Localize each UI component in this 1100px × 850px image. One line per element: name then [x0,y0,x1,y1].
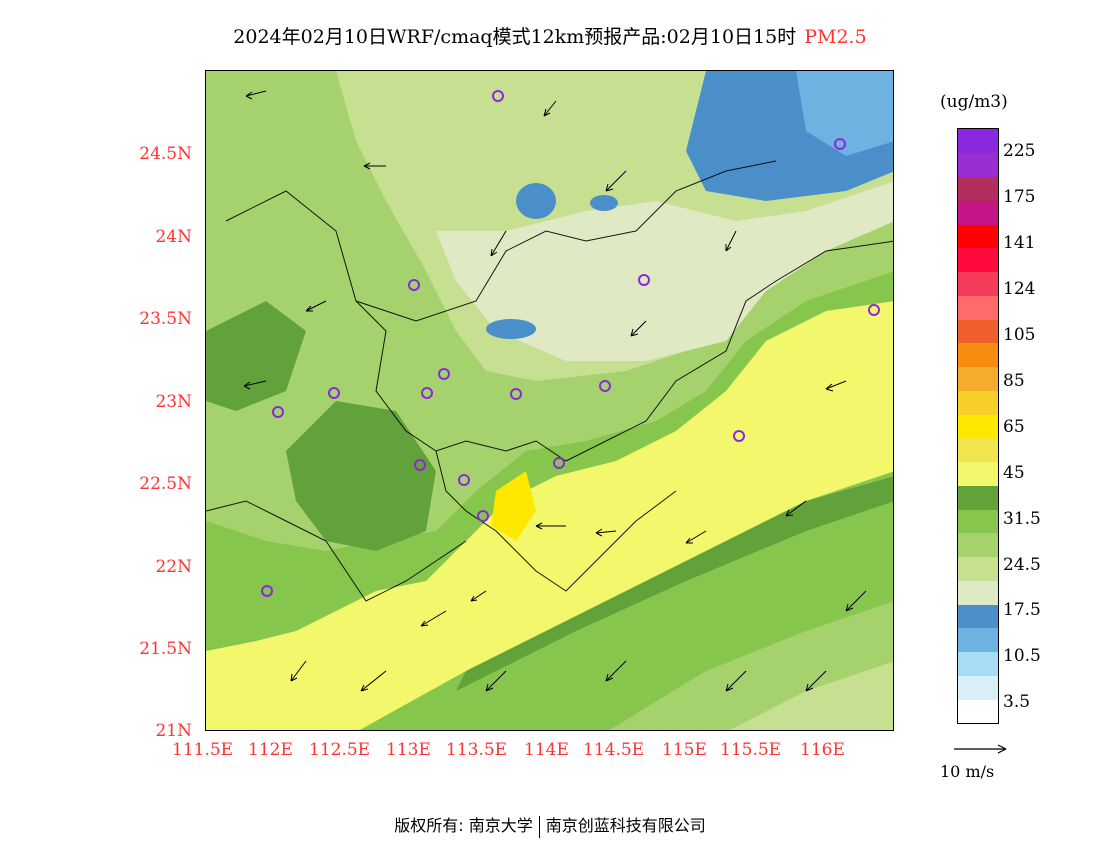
legend-label: 141 [1003,233,1036,253]
wind-scale-label: 10 m/s [940,762,995,781]
legend-label: 65 [1003,417,1025,437]
y-tick-label: 24N [155,227,192,247]
legend-label: 175 [1003,187,1036,207]
legend-color-swatch [958,699,998,724]
title-main: 2024年02月10日WRF/cmaq模式12km预报产品:02月10日15时 [233,26,797,48]
legend-color-swatch [958,675,998,700]
footer-right: 南京创蓝科技有限公司 [545,816,706,835]
legend-label: 17.5 [1003,600,1041,620]
legend-label: 31.5 [1003,509,1041,529]
title-pollutant: PM2.5 [804,26,867,48]
legend-color-swatch [958,366,998,391]
legend-label: 3.5 [1003,692,1031,712]
chart-title: 2024年02月10日WRF/cmaq模式12km预报产品:02月10日15时 P… [0,22,1100,49]
y-tick-label: 22.5N [139,474,192,494]
y-tick-label: 23N [155,392,192,412]
y-tick-label: 23.5N [139,309,192,329]
x-tick-label: 115.5E [720,740,782,760]
legend-color-swatch [958,485,998,510]
x-tick-label: 111.5E [172,740,234,760]
legend-color-swatch [958,342,998,368]
legend-color-swatch [958,247,998,273]
legend-label: 24.5 [1003,555,1041,575]
legend-color-swatch [958,556,998,581]
x-tick-label: 114E [524,740,569,760]
legend-color-swatch [958,319,998,344]
legend-label: 225 [1003,141,1036,161]
legend-label: 45 [1003,463,1025,483]
legend-color-swatch [958,437,998,463]
legend-label: 10.5 [1003,646,1041,666]
legend-color-swatch [958,224,998,249]
x-tick-label: 114.5E [583,740,645,760]
copyright-footer: 版权所有: 南京大学 南京创蓝科技有限公司 [0,812,1100,838]
color-legend [957,128,999,724]
legend-color-swatch [958,200,998,225]
x-tick-label: 112E [248,740,293,760]
y-tick-label: 24.5N [139,144,192,164]
x-tick-label: 115E [662,740,707,760]
legend-color-swatch [958,627,998,653]
legend-color-swatch [958,580,998,605]
forecast-map[interactable] [205,70,894,731]
x-tick-label: 112.5E [309,740,371,760]
footer-divider [538,815,540,838]
legend-color-swatch [958,461,998,486]
legend-label: 85 [1003,371,1025,391]
x-tick-label: 113.5E [446,740,508,760]
x-tick-label: 113E [386,740,431,760]
legend-color-swatch [958,129,998,154]
map-canvas [206,71,893,730]
legend-color-swatch [958,509,998,534]
x-tick-label: 116E [800,740,845,760]
y-tick-label: 21.5N [139,639,192,659]
legend-color-swatch [958,152,998,177]
legend-color-swatch [958,532,998,558]
wind-scale-arrow-icon [954,744,1007,754]
y-tick-label: 22N [155,557,192,577]
legend-color-swatch [958,414,998,439]
legend-color-swatch [958,651,998,676]
legend-label: 124 [1003,279,1036,299]
y-tick-label: 21N [155,721,192,741]
legend-color-swatch [958,390,998,415]
legend-unit: (ug/m3) [940,92,1008,112]
footer-left: 版权所有: 南京大学 [394,816,533,835]
legend-label: 105 [1003,325,1036,345]
legend-color-swatch [958,295,998,320]
legend-color-swatch [958,271,998,296]
legend-color-swatch [958,604,998,629]
legend-color-swatch [958,176,998,201]
